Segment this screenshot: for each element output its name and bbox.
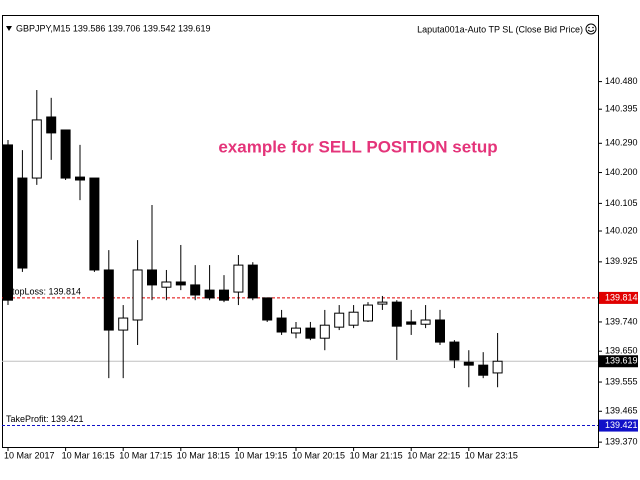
bid-tag (599, 355, 638, 368)
level-tag (599, 291, 638, 304)
level-label: StopLoss: 139.814 (6, 286, 81, 296)
candle-body (449, 341, 460, 361)
y-tick-label: 139.925 (605, 256, 638, 266)
y-tick-label: 140.480 (605, 76, 638, 86)
candle-body (247, 264, 258, 299)
candle-body (147, 269, 157, 286)
y-tick-label: 140.020 (605, 225, 638, 235)
candle-body (103, 269, 114, 331)
candle-body (233, 264, 244, 293)
candle-body (219, 289, 229, 301)
candle-body (363, 304, 373, 322)
annotation: example for SELL POSITION setup (218, 137, 497, 156)
candle-body (60, 129, 71, 179)
x-tick-label: 10 Mar 22:15 (407, 450, 460, 460)
candle-body (75, 176, 85, 181)
y-tick-label: 140.395 (605, 104, 638, 114)
candle-body (31, 119, 42, 179)
candle-body (463, 361, 474, 366)
candle-body (17, 177, 28, 269)
candle-body (161, 281, 172, 288)
y-tick-label: 140.200 (605, 167, 638, 177)
candle-body (46, 116, 57, 134)
candle-body (132, 269, 143, 321)
smiley (585, 23, 597, 35)
candle-body (276, 317, 287, 333)
symbol-header: GBPJPY,M15 139.586 139.706 139.542 139.6… (16, 23, 211, 33)
candle-body (377, 301, 388, 305)
y-tick-label: 139.555 (605, 376, 638, 386)
x-tick-label: 10 Mar 2017 (4, 450, 55, 460)
y-tick-label: 139.740 (605, 316, 638, 326)
candle-body (305, 327, 316, 339)
candle-body (348, 311, 359, 326)
candle-body (435, 319, 445, 343)
y-tick-label: 140.290 (605, 138, 638, 148)
candle-body (262, 297, 273, 321)
level-tag (599, 419, 638, 432)
menu-arrow (6, 26, 12, 31)
y-tick-label: 139.370 (605, 437, 638, 447)
candle-body (89, 177, 100, 271)
y-tick-label: 140.105 (605, 198, 638, 208)
candle-body (319, 324, 330, 339)
indicator-name: Laputa001a-Auto TP SL (Close Bid Price) (417, 24, 583, 34)
candle-body (406, 321, 417, 325)
x-tick-label: 10 Mar 18:15 (177, 450, 230, 460)
candle-body (478, 364, 489, 376)
candle-body (291, 327, 301, 334)
y-tick-label: 139.465 (605, 406, 638, 416)
candle-body (175, 281, 186, 286)
bid-tag-label: 139.619 (605, 356, 638, 366)
level-label: TakeProfit: 139.421 (6, 414, 84, 424)
x-tick-label: 10 Mar 23:15 (465, 450, 518, 460)
x-tick-label: 10 Mar 19:15 (234, 450, 287, 460)
x-tick-label: 10 Mar 20:15 (292, 450, 345, 460)
candle-body (3, 144, 13, 301)
candle-body (118, 317, 129, 331)
y-tick-label: 139.650 (605, 346, 638, 356)
candle-body (492, 360, 503, 374)
x-tick-label: 10 Mar 21:15 (350, 450, 403, 460)
level-tag-label: 139.421 (605, 420, 638, 430)
candle-body (391, 301, 402, 327)
x-tick-label: 10 Mar 16:15 (62, 450, 115, 460)
candle-body (190, 284, 201, 296)
candle-body (334, 312, 345, 328)
candle-body (420, 319, 431, 325)
x-tick-label: 10 Mar 17:15 (119, 450, 172, 460)
level-tag-label: 139.814 (605, 292, 638, 302)
candle-body (204, 289, 215, 299)
